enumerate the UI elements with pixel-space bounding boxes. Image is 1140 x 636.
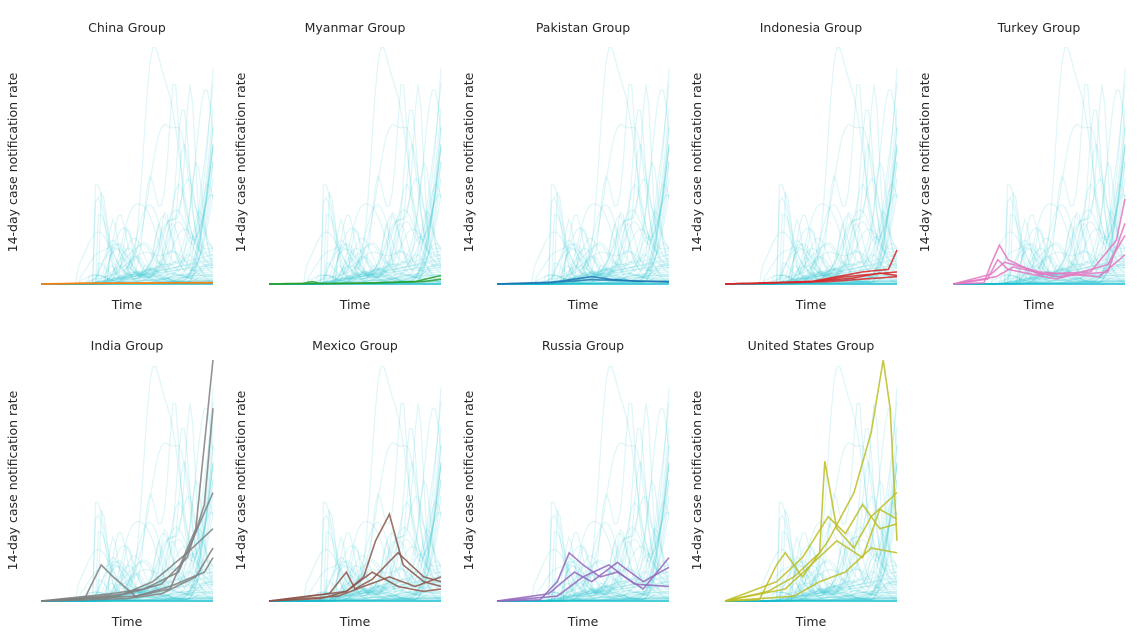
group-series-line bbox=[724, 461, 898, 602]
group-series-line bbox=[268, 551, 442, 602]
x-axis-label: Time bbox=[567, 297, 599, 312]
y-axis-label: 14-day case notification rate bbox=[5, 72, 20, 252]
panel-india-group: India Group Time 14-day case notification … bbox=[5, 338, 214, 629]
panel-china-group: China Group Time 14-day case notification … bbox=[5, 20, 214, 312]
background-series-line bbox=[725, 387, 898, 602]
y-axis-label: 14-day case notification rate bbox=[233, 72, 248, 252]
group-series-line bbox=[496, 561, 670, 602]
x-axis-label: Time bbox=[1023, 297, 1055, 312]
x-axis-label: Time bbox=[111, 614, 143, 629]
x-axis-label: Time bbox=[795, 297, 827, 312]
background-series-line bbox=[725, 68, 898, 285]
y-axis-label: 14-day case notification rate bbox=[461, 390, 476, 570]
y-axis-label: 14-day case notification rate bbox=[689, 390, 704, 570]
group-series-line bbox=[40, 557, 214, 602]
y-axis-label: 14-day case notification rate bbox=[689, 72, 704, 252]
x-axis-label: Time bbox=[111, 297, 143, 312]
panel-russia-group: Russia Group Time 14-day case notification… bbox=[461, 338, 670, 629]
panel-title: Indonesia Group bbox=[760, 20, 863, 35]
panel-title: United States Group bbox=[748, 338, 875, 353]
group-series-line bbox=[724, 359, 898, 602]
group-series-line bbox=[724, 503, 898, 602]
group-series-line bbox=[724, 272, 898, 285]
panel-united-states-group: United States Group Time 14-day case notif… bbox=[689, 338, 898, 629]
x-axis-label: Time bbox=[339, 297, 371, 312]
x-axis-label: Time bbox=[795, 614, 827, 629]
group-series-line bbox=[40, 547, 214, 602]
group-series-line bbox=[496, 563, 670, 602]
group-series-line bbox=[496, 278, 670, 285]
y-axis-label: 14-day case notification rate bbox=[461, 72, 476, 252]
group-series-line bbox=[268, 571, 442, 602]
background-series-line bbox=[953, 68, 1126, 285]
y-axis-label: 14-day case notification rate bbox=[917, 72, 932, 252]
group-series-line bbox=[40, 408, 214, 602]
background-series-line bbox=[41, 387, 214, 602]
background-series-line bbox=[497, 68, 670, 285]
panel-title: India Group bbox=[91, 338, 164, 353]
group-series-line bbox=[40, 492, 214, 602]
panel-myanmar-group: Myanmar Group Time 14-day case notificatio… bbox=[233, 20, 442, 312]
panel-turkey-group: Turkey Group Time 14-day case notification… bbox=[917, 20, 1126, 312]
x-axis-label: Time bbox=[567, 614, 599, 629]
panel-title: Mexico Group bbox=[312, 338, 398, 353]
panel-title: Myanmar Group bbox=[305, 20, 406, 35]
group-series-line bbox=[268, 576, 442, 602]
group-series-line bbox=[268, 278, 442, 285]
panel-mexico-group: Mexico Group Time 14-day case notification… bbox=[233, 338, 442, 629]
background-series-line bbox=[269, 68, 442, 285]
group-series-line bbox=[724, 508, 898, 602]
y-axis-label: 14-day case notification rate bbox=[233, 390, 248, 570]
panel-title: Pakistan Group bbox=[536, 20, 630, 35]
background-series-line bbox=[41, 68, 214, 285]
group-series-line bbox=[40, 359, 214, 602]
panel-title: Turkey Group bbox=[997, 20, 1081, 35]
group-series-line bbox=[724, 547, 898, 602]
group-series-line bbox=[952, 223, 1126, 285]
panel-pakistan-group: Pakistan Group Time 14-day case notificati… bbox=[461, 20, 670, 312]
x-axis-label: Time bbox=[339, 614, 371, 629]
background-series-line bbox=[497, 387, 670, 602]
panel-title: China Group bbox=[88, 20, 166, 35]
group-series-line bbox=[952, 198, 1126, 285]
panel-indonesia-group: Indonesia Group Time 14-day case notificat… bbox=[689, 20, 898, 312]
y-axis-label: 14-day case notification rate bbox=[5, 390, 20, 570]
panel-title: Russia Group bbox=[542, 338, 624, 353]
group-series-line bbox=[40, 282, 213, 285]
